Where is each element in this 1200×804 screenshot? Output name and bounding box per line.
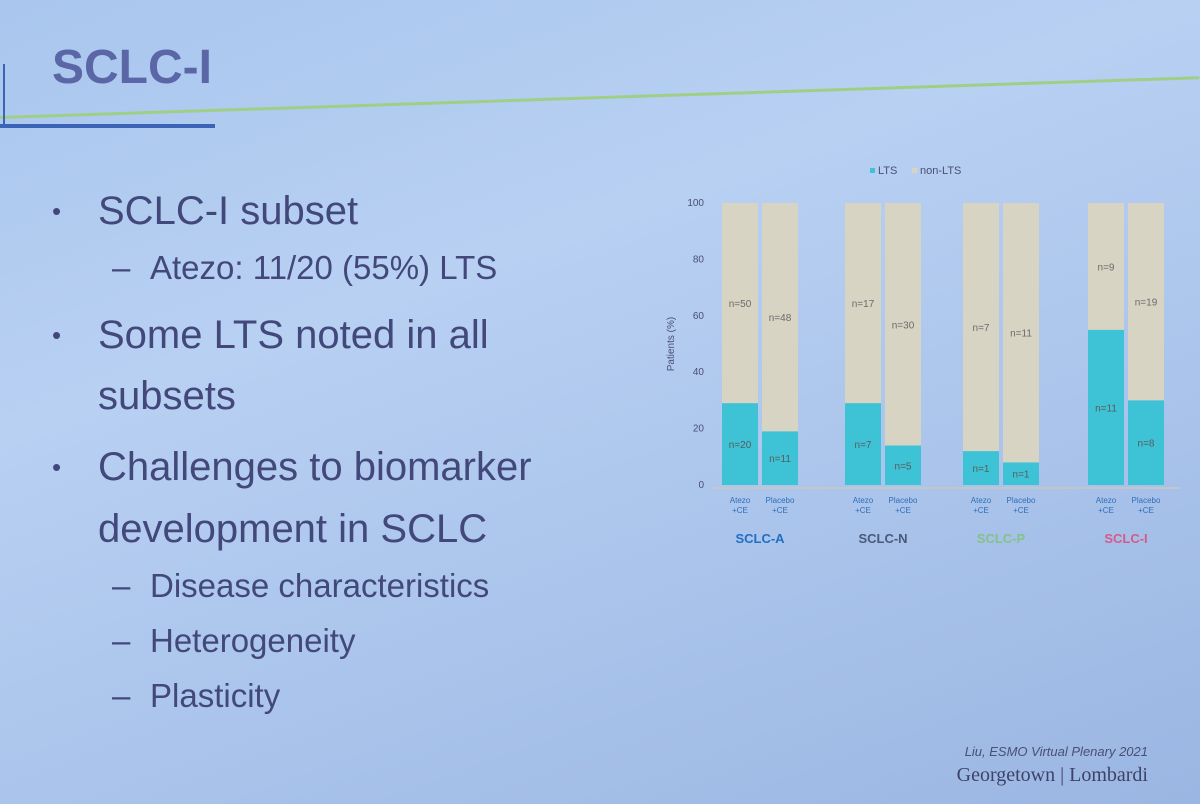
bar-category-label: Atezo (1096, 496, 1117, 505)
sub-bullet-dash: – (112, 567, 131, 604)
bar-category-label: Placebo (766, 496, 795, 505)
legend-label-lts: LTS (878, 165, 897, 177)
bar-non-lts-n-label: n=7 (973, 323, 990, 334)
bar-non-lts-n-label: n=19 (1135, 298, 1158, 309)
group-label: SCLC-A (735, 531, 785, 546)
y-axis-label: Patients (%) (666, 317, 677, 371)
bar-category-label: Atezo (730, 496, 751, 505)
y-tick-label: 0 (698, 480, 704, 491)
bar-category-label: +CE (855, 506, 871, 515)
stacked-bar-chart: LTS non-LTS 0 20 40 60 80 100 Patients (%) n=20 n=… (660, 155, 1190, 560)
bar-non-lts-n-label: n=50 (729, 299, 752, 310)
sub-bullet-text: Disease characteristics (150, 567, 490, 604)
legend-swatch-lts (870, 168, 875, 173)
bar-category-label: +CE (973, 506, 989, 515)
sub-bullet-dash: – (112, 622, 131, 659)
sub-bullet-text: Heterogeneity (150, 622, 356, 659)
sub-bullet-text: Atezo: 11/20 (55%) LTS (150, 249, 498, 286)
bar-non-lts-n-label: n=30 (892, 320, 915, 331)
bar-lts-n-label: n=7 (855, 440, 872, 451)
bullet-text: development in SCLC (98, 507, 488, 551)
y-tick-label: 100 (687, 198, 704, 209)
bar-non-lts-segment (1088, 203, 1124, 330)
bar-non-lts-segment (1003, 203, 1039, 463)
sub-bullet-dash: – (112, 677, 131, 714)
bar-non-lts-n-label: n=48 (769, 313, 792, 324)
y-tick-label: 60 (693, 311, 705, 322)
sub-bullet-dash: – (112, 249, 131, 286)
bar-category-label: Placebo (889, 496, 918, 505)
group-label: SCLC-P (977, 531, 1026, 546)
bar-lts-n-label: n=1 (973, 464, 990, 475)
bar-lts-n-label: n=5 (895, 461, 912, 472)
bar-non-lts-segment (963, 203, 999, 452)
bar-lts-n-label: n=1 (1013, 470, 1030, 481)
bar-category-label: +CE (895, 506, 911, 515)
bullet-text: subsets (98, 374, 236, 418)
bullet-text: Challenges to biomarker (98, 445, 532, 489)
brand-logo: Georgetown | Lombardi (956, 764, 1148, 786)
bar-lts-segment (1003, 462, 1039, 485)
bullet-dot: • (52, 320, 62, 350)
bar-lts-n-label: n=11 (769, 454, 791, 465)
bar-non-lts-n-label: n=11 (1010, 329, 1032, 340)
y-tick-label: 80 (693, 254, 705, 265)
chart-svg: LTS non-LTS 0 20 40 60 80 100 Patients (%) n=20 n=… (666, 165, 1180, 546)
bar-category-label: +CE (1098, 506, 1114, 515)
bullet-text: SCLC-I subset (98, 189, 359, 233)
bar-lts-segment (1088, 329, 1124, 485)
bar-lts-segment (722, 403, 758, 485)
bar-category-label: Atezo (971, 496, 992, 505)
legend-label-non-lts: non-LTS (920, 165, 961, 177)
y-tick-label: 20 (693, 424, 705, 435)
bar-non-lts-segment (1128, 203, 1164, 401)
bullet-dot: • (52, 196, 62, 226)
bar-lts-n-label: n=11 (1095, 403, 1117, 414)
bar-non-lts-n-label: n=17 (852, 299, 875, 310)
bar-category-label: Atezo (853, 496, 874, 505)
sub-bullet-text: Plasticity (150, 677, 281, 714)
group-label: SCLC-I (1104, 531, 1147, 546)
bar-lts-segment (1128, 400, 1164, 485)
y-tick-label: 40 (693, 367, 705, 378)
bar-category-label: Placebo (1132, 496, 1161, 505)
bar-category-label: +CE (1013, 506, 1029, 515)
bar-lts-segment (963, 451, 999, 485)
bullet-dot: • (52, 452, 62, 482)
bar-category-label: +CE (772, 506, 788, 515)
title-accent-bar (0, 124, 215, 128)
bar-lts-segment (762, 431, 798, 485)
title-accent-line (3, 64, 5, 124)
bar-non-lts-segment (722, 203, 758, 404)
bar-lts-n-label: n=20 (729, 440, 752, 451)
bar-lts-segment (885, 445, 921, 485)
bullet-text: Some LTS noted in all (98, 313, 489, 357)
bar-non-lts-n-label: n=9 (1098, 262, 1115, 273)
bar-category-label: +CE (1138, 506, 1154, 515)
group-label: SCLC-N (858, 531, 907, 546)
bar-non-lts-segment (762, 203, 798, 432)
legend-swatch-non-lts (912, 168, 917, 173)
bar-lts-segment (845, 403, 881, 485)
bar-category-label: Placebo (1007, 496, 1036, 505)
bar-lts-n-label: n=8 (1138, 439, 1155, 450)
bar-non-lts-segment (885, 203, 921, 446)
bar-category-label: +CE (732, 506, 748, 515)
slide-title: SCLC-I (52, 41, 212, 94)
bar-non-lts-segment (845, 203, 881, 404)
citation: Liu, ESMO Virtual Plenary 2021 (964, 744, 1148, 759)
